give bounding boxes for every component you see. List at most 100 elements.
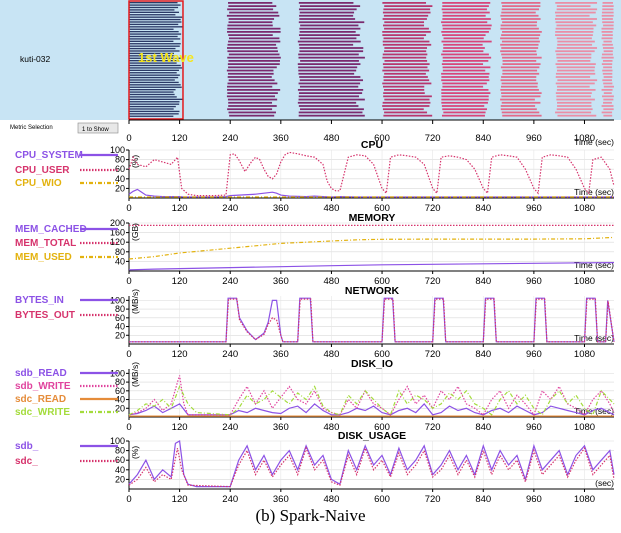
task-bar bbox=[441, 72, 490, 75]
task-bar bbox=[129, 9, 175, 11]
task-bar bbox=[228, 21, 273, 24]
y-tick-label: 200 bbox=[110, 218, 125, 228]
task-bar bbox=[228, 37, 280, 40]
task-bar bbox=[556, 53, 592, 56]
task-bar bbox=[384, 5, 433, 7]
x-tick-label: 720 bbox=[425, 422, 441, 433]
x-tick-label: 360 bbox=[273, 422, 289, 433]
task-bar bbox=[228, 101, 273, 104]
task-bar bbox=[227, 27, 281, 30]
panel-disk_io: DISK_IO20406080100(MB/s)0120240360480600… bbox=[15, 358, 615, 433]
task-bar bbox=[227, 92, 278, 94]
x-tick-label: 600 bbox=[374, 349, 390, 360]
task-bar bbox=[384, 27, 429, 30]
x-tick-label: 240 bbox=[222, 494, 238, 505]
task-bar bbox=[502, 21, 538, 24]
task-bar bbox=[129, 45, 180, 47]
y-tick-label: 20 bbox=[115, 183, 125, 193]
task-bar bbox=[442, 27, 491, 30]
task-bar bbox=[384, 60, 428, 62]
task-bar bbox=[228, 111, 276, 114]
legend-label: sdb_ bbox=[15, 441, 39, 452]
series-line-mem-used bbox=[128, 236, 615, 260]
x-tick-label: 720 bbox=[425, 203, 441, 214]
task-bar bbox=[443, 37, 484, 40]
gantt-tick-label: 600 bbox=[374, 133, 390, 144]
task-bar bbox=[500, 27, 539, 30]
task-bar bbox=[602, 2, 613, 4]
task-bar bbox=[442, 5, 489, 7]
x-tick-label: 480 bbox=[324, 422, 340, 433]
y-axis-label: (MB/s) bbox=[130, 289, 140, 314]
task-bar bbox=[502, 56, 542, 59]
task-bar bbox=[226, 69, 274, 72]
gantt-tick-label: 960 bbox=[526, 133, 542, 144]
x-axis-label: Time (sec) bbox=[574, 187, 614, 197]
task-bar bbox=[555, 14, 590, 17]
task-bar bbox=[502, 69, 538, 72]
task-bar bbox=[226, 95, 275, 98]
task-bar bbox=[129, 2, 178, 4]
task-bar bbox=[129, 23, 179, 26]
task-bar bbox=[601, 31, 613, 33]
task-bar bbox=[299, 76, 361, 78]
y-tick-label: 80 bbox=[115, 446, 125, 456]
task-bar bbox=[602, 5, 614, 7]
task-bar bbox=[602, 79, 613, 82]
x-tick-label: 600 bbox=[374, 422, 390, 433]
x-axis-label: Time (sec) bbox=[574, 333, 614, 343]
y-axis-label: (%) bbox=[130, 446, 140, 459]
task-bar bbox=[129, 81, 179, 84]
task-bar bbox=[299, 18, 356, 20]
task-bar bbox=[227, 8, 274, 11]
x-tick-label: 240 bbox=[222, 276, 238, 287]
task-bar bbox=[228, 18, 275, 20]
task-bar bbox=[441, 105, 485, 107]
task-bar bbox=[602, 47, 614, 49]
task-bar bbox=[502, 63, 541, 65]
task-bar bbox=[557, 60, 591, 62]
legend-label: sdc_WRITE bbox=[15, 407, 70, 418]
task-bar bbox=[384, 98, 430, 101]
x-tick-label: 0 bbox=[126, 494, 131, 505]
task-bar bbox=[442, 60, 489, 62]
task-bar bbox=[129, 40, 174, 42]
x-tick-label: 1080 bbox=[574, 422, 595, 433]
metric-selection-label: Metric Selection bbox=[10, 125, 53, 131]
task-bar bbox=[129, 108, 174, 110]
task-bar bbox=[298, 105, 359, 107]
gantt-tick-label: 120 bbox=[172, 133, 188, 144]
task-bar bbox=[442, 85, 484, 88]
task-bar bbox=[382, 85, 425, 88]
task-bar bbox=[382, 43, 432, 46]
task-bar bbox=[129, 69, 179, 71]
y-tick-label: 40 bbox=[115, 322, 125, 332]
task-bar bbox=[502, 5, 541, 7]
x-tick-label: 720 bbox=[425, 276, 441, 287]
gantt-tick-label: 720 bbox=[425, 133, 441, 144]
task-bar bbox=[383, 14, 429, 17]
metric-selection-button[interactable] bbox=[77, 122, 119, 134]
x-tick-label: 360 bbox=[273, 349, 289, 360]
task-bar bbox=[299, 27, 361, 30]
task-bar bbox=[441, 101, 488, 104]
task-bar bbox=[501, 2, 541, 4]
task-bar bbox=[501, 11, 536, 14]
task-bar bbox=[500, 66, 540, 69]
task-bar bbox=[601, 11, 614, 14]
task-bar bbox=[603, 85, 614, 88]
task-bar bbox=[129, 84, 181, 86]
x-tick-label: 840 bbox=[475, 203, 491, 214]
task-bar bbox=[129, 86, 182, 88]
task-bar bbox=[129, 93, 175, 96]
task-bar bbox=[129, 89, 176, 91]
x-tick-label: 960 bbox=[526, 494, 542, 505]
task-bar bbox=[442, 82, 487, 85]
task-bar bbox=[500, 24, 537, 27]
task-bar bbox=[603, 40, 612, 43]
panel-title: DISK_USAGE bbox=[338, 430, 406, 442]
task-bar bbox=[382, 34, 427, 36]
task-bar bbox=[555, 31, 594, 33]
task-bar bbox=[601, 105, 614, 107]
y-tick-label: 80 bbox=[115, 247, 125, 257]
